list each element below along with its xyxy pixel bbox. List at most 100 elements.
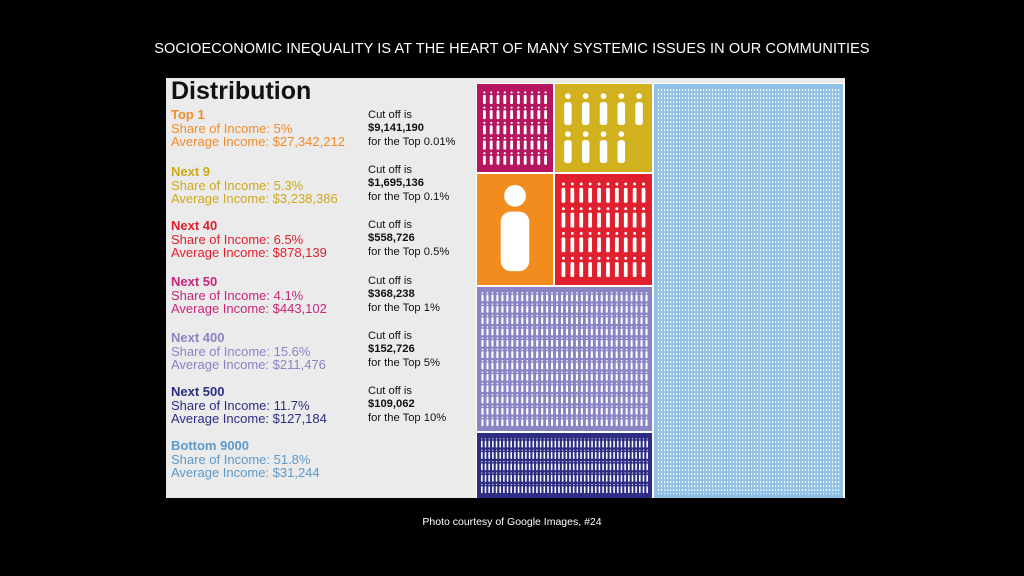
person-icon [541, 382, 544, 393]
person-icon [640, 292, 643, 302]
person-icon [623, 232, 628, 253]
person-icon [594, 461, 597, 471]
person-icon [641, 182, 646, 203]
person-icon [640, 360, 643, 370]
infographic-heading: Distribution [171, 78, 312, 105]
person-icon [605, 382, 608, 393]
person-icon [560, 303, 564, 313]
person-icon [560, 326, 564, 336]
person-icon [635, 93, 643, 125]
person-icon [630, 326, 633, 336]
person-icon [551, 360, 554, 370]
person-icon [580, 348, 583, 359]
person-icon [511, 394, 514, 404]
person-icon [630, 292, 633, 302]
cutoff-desc: for the Top 0.5% [368, 245, 450, 258]
person-icon [496, 91, 500, 104]
person-icon [640, 326, 643, 336]
person-icon [599, 93, 608, 125]
person-icon [484, 483, 487, 494]
person-icon [620, 348, 623, 359]
person-icon [605, 326, 608, 336]
person-icon [599, 131, 608, 163]
person-icon [620, 438, 623, 448]
person-icon [600, 371, 603, 381]
person-icon [516, 405, 519, 415]
person-icon [590, 326, 593, 336]
person-icon [482, 136, 486, 150]
person-icon [511, 405, 514, 415]
person-icon [546, 382, 549, 393]
person-icon [510, 449, 512, 459]
group-name: Next 50 [171, 274, 218, 289]
person-icon [484, 438, 487, 448]
person-icon [600, 405, 603, 415]
person-icon [630, 360, 633, 370]
person-icon [624, 483, 626, 494]
person-icon [491, 382, 494, 393]
person-icon [620, 472, 623, 482]
cutoff-top-1: Cut off is $368,238 for the Top 1% [368, 275, 440, 315]
person-icon [521, 292, 524, 302]
person-icon [645, 303, 648, 313]
person-icon [521, 483, 524, 494]
person-icon [551, 394, 554, 404]
person-icon [521, 394, 524, 404]
block-next-9 [555, 84, 652, 172]
person-icon [639, 449, 641, 459]
person-icon [625, 303, 628, 313]
person-icon [556, 337, 559, 347]
person-icon [575, 314, 578, 325]
person-icon [565, 337, 569, 347]
person-icon [503, 152, 507, 165]
group-average: Average Income: $878,139 [171, 245, 327, 261]
person-icon [614, 207, 619, 228]
person-icon [614, 182, 619, 203]
person-icon [615, 303, 618, 313]
person-icon [646, 438, 648, 448]
person-icon [556, 292, 559, 302]
person-icon [503, 91, 507, 104]
person-icon [561, 207, 566, 228]
person-icon [526, 371, 529, 381]
person-icon [610, 292, 613, 302]
person-icon [625, 405, 628, 415]
person-icon [536, 371, 539, 381]
person-icon [610, 394, 613, 404]
person-icon [491, 314, 494, 325]
group-share: Share of Income: 5.3% [171, 177, 304, 193]
person-icon [491, 360, 494, 370]
infographic-panel: Distribution Top 1 Share of Income: 5% A… [166, 78, 845, 498]
group-share: Share of Income: 5% [171, 120, 293, 136]
person-icon [620, 394, 623, 404]
person-icon [580, 371, 583, 381]
person-icon [642, 483, 645, 494]
person-icon [541, 326, 544, 336]
person-icon [610, 416, 613, 427]
person-icon [503, 461, 505, 471]
person-icon [546, 326, 549, 336]
person-icon [625, 360, 628, 370]
person-icon [560, 337, 564, 347]
person-icon [536, 472, 538, 482]
person-icon [501, 416, 504, 427]
person-icon [531, 360, 534, 370]
person-icon [620, 314, 623, 325]
person-icon [565, 382, 569, 393]
person-icon [605, 348, 608, 359]
person-icon [531, 405, 534, 415]
person-icon [496, 382, 499, 393]
person-icon [620, 483, 623, 494]
person-icon [591, 472, 593, 482]
person-icon [595, 348, 598, 359]
person-icon [500, 184, 530, 272]
person-icon [496, 326, 499, 336]
person-icon [602, 438, 604, 448]
person-icon [628, 483, 630, 494]
person-icon [635, 416, 638, 427]
person-icon [585, 314, 588, 325]
person-icon [631, 438, 634, 448]
person-icon [482, 106, 486, 120]
person-icon [570, 394, 573, 404]
person-icon [635, 461, 637, 471]
